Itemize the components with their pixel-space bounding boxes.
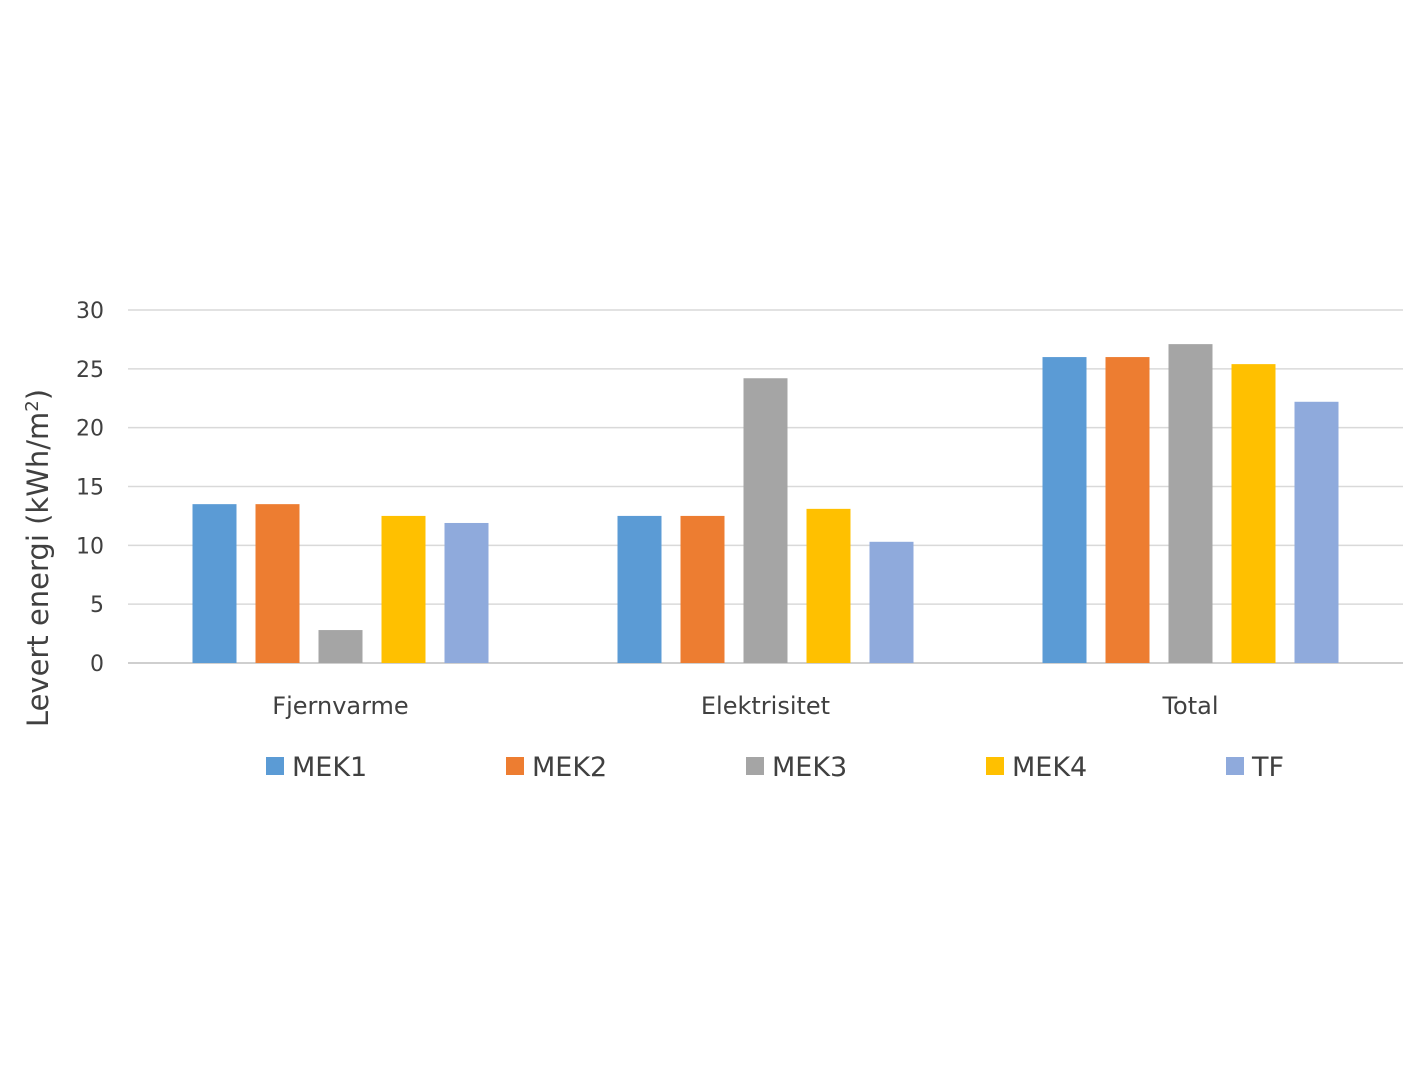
y-tick-label: 20 — [76, 417, 104, 442]
legend-item-mek2: MEK2 — [506, 752, 607, 783]
legend-label: MEK1 — [292, 752, 367, 783]
bar-mek3-elektrisitet — [743, 378, 788, 663]
bar-mek2-total — [1105, 357, 1150, 663]
legend-swatch — [266, 757, 284, 775]
y-tick-label: 10 — [76, 534, 104, 559]
y-axis-title: Levert energi (kWh/m2) — [21, 389, 55, 727]
bar-mek4-fjernvarme — [381, 515, 426, 663]
legend-label: MEK3 — [772, 752, 847, 783]
x-category-label: Fjernvarme — [272, 692, 408, 720]
bar-mek3-total — [1168, 344, 1213, 663]
legend-swatch — [1226, 757, 1244, 775]
y-axis-title-superscript: 2 — [22, 400, 43, 411]
bar-mek2-elektrisitet — [680, 515, 725, 663]
legend-item-mek3: MEK3 — [746, 752, 847, 783]
bar-mek1-fjernvarme — [192, 504, 237, 663]
x-category-label: Total — [1161, 692, 1218, 720]
y-axis-title-suffix: ) — [21, 389, 55, 400]
legend-item-mek4: MEK4 — [986, 752, 1087, 783]
bar-tf-total — [1294, 401, 1339, 663]
legend-item-mek1: MEK1 — [266, 752, 367, 783]
x-category-label: Elektrisitet — [701, 692, 830, 720]
bar-mek4-total — [1231, 364, 1276, 663]
y-tick-label: 0 — [90, 652, 104, 677]
y-tick-label: 30 — [76, 299, 104, 324]
bar-mek1-elektrisitet — [617, 515, 662, 663]
legend-swatch — [746, 757, 764, 775]
legend: MEK1 MEK2 MEK3 MEK4 TF — [266, 752, 1284, 783]
bar-mek4-elektrisitet — [806, 508, 851, 663]
bar-mek1-total — [1042, 357, 1087, 663]
legend-swatch — [506, 757, 524, 775]
y-axis-title-main: Levert energi (kWh/m — [21, 412, 55, 727]
legend-label: TF — [1251, 752, 1284, 783]
legend-swatch — [986, 757, 1004, 775]
bar-mek2-fjernvarme — [255, 504, 300, 663]
legend-item-tf: TF — [1226, 752, 1284, 783]
bars — [192, 344, 1339, 663]
bar-mek3-fjernvarme — [318, 630, 363, 663]
legend-label: MEK2 — [532, 752, 607, 783]
axes: 0 5 10 15 20 25 30 Fjernvarme Elektrisitet Total — [76, 299, 1219, 720]
bar-tf-elektrisitet — [869, 541, 914, 663]
bar-tf-fjernvarme — [444, 522, 489, 663]
legend-label: MEK4 — [1012, 752, 1087, 783]
y-tick-label: 15 — [76, 476, 104, 501]
y-tick-label: 25 — [76, 358, 104, 383]
y-tick-label: 5 — [90, 593, 104, 618]
